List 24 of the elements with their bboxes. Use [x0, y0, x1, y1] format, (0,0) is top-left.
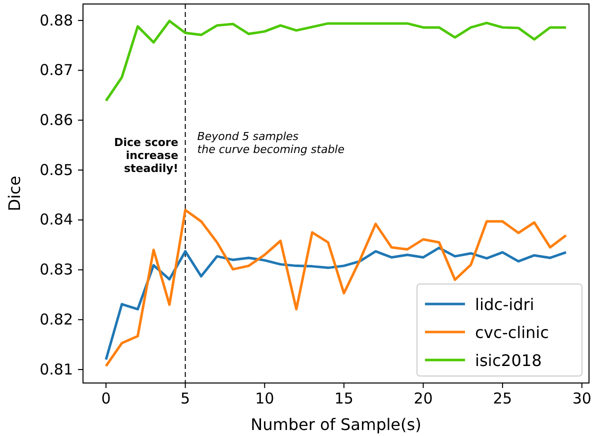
line-series — [104, 208, 568, 368]
x-axis-title: Number of Sample(s) — [250, 415, 422, 434]
x-tick-label: 5 — [180, 390, 190, 408]
y-tick-label: 0.86 — [40, 110, 73, 129]
x-tick-label: 15 — [334, 390, 354, 408]
y-tick-label: 0.82 — [40, 310, 73, 328]
y-tick-label: 0.81 — [40, 360, 73, 378]
legend-label: cvc-clinic — [475, 323, 549, 342]
annotation: Beyond 5 samples the curve becoming stable — [197, 130, 345, 156]
x-tick-label: 10 — [255, 390, 274, 408]
annotation: Dice score increase steadily! — [114, 136, 178, 176]
x-tick-label: 20 — [414, 390, 433, 408]
y-tick-label: 0.85 — [40, 160, 73, 179]
line-series — [104, 20, 568, 102]
y-tick-label: 0.84 — [40, 210, 73, 229]
y-tick-label: 0.87 — [40, 61, 73, 80]
legend-label: isic2018 — [475, 351, 542, 370]
x-tick-label: 25 — [493, 390, 512, 408]
legend-label: lidc-idri — [475, 295, 534, 314]
y-tick-label: 0.88 — [40, 11, 73, 30]
y-tick-label: 0.83 — [40, 260, 73, 279]
x-tick-label: 0 — [101, 390, 111, 408]
y-axis-title: Dice — [5, 176, 24, 212]
x-tick-label: 30 — [572, 390, 592, 408]
